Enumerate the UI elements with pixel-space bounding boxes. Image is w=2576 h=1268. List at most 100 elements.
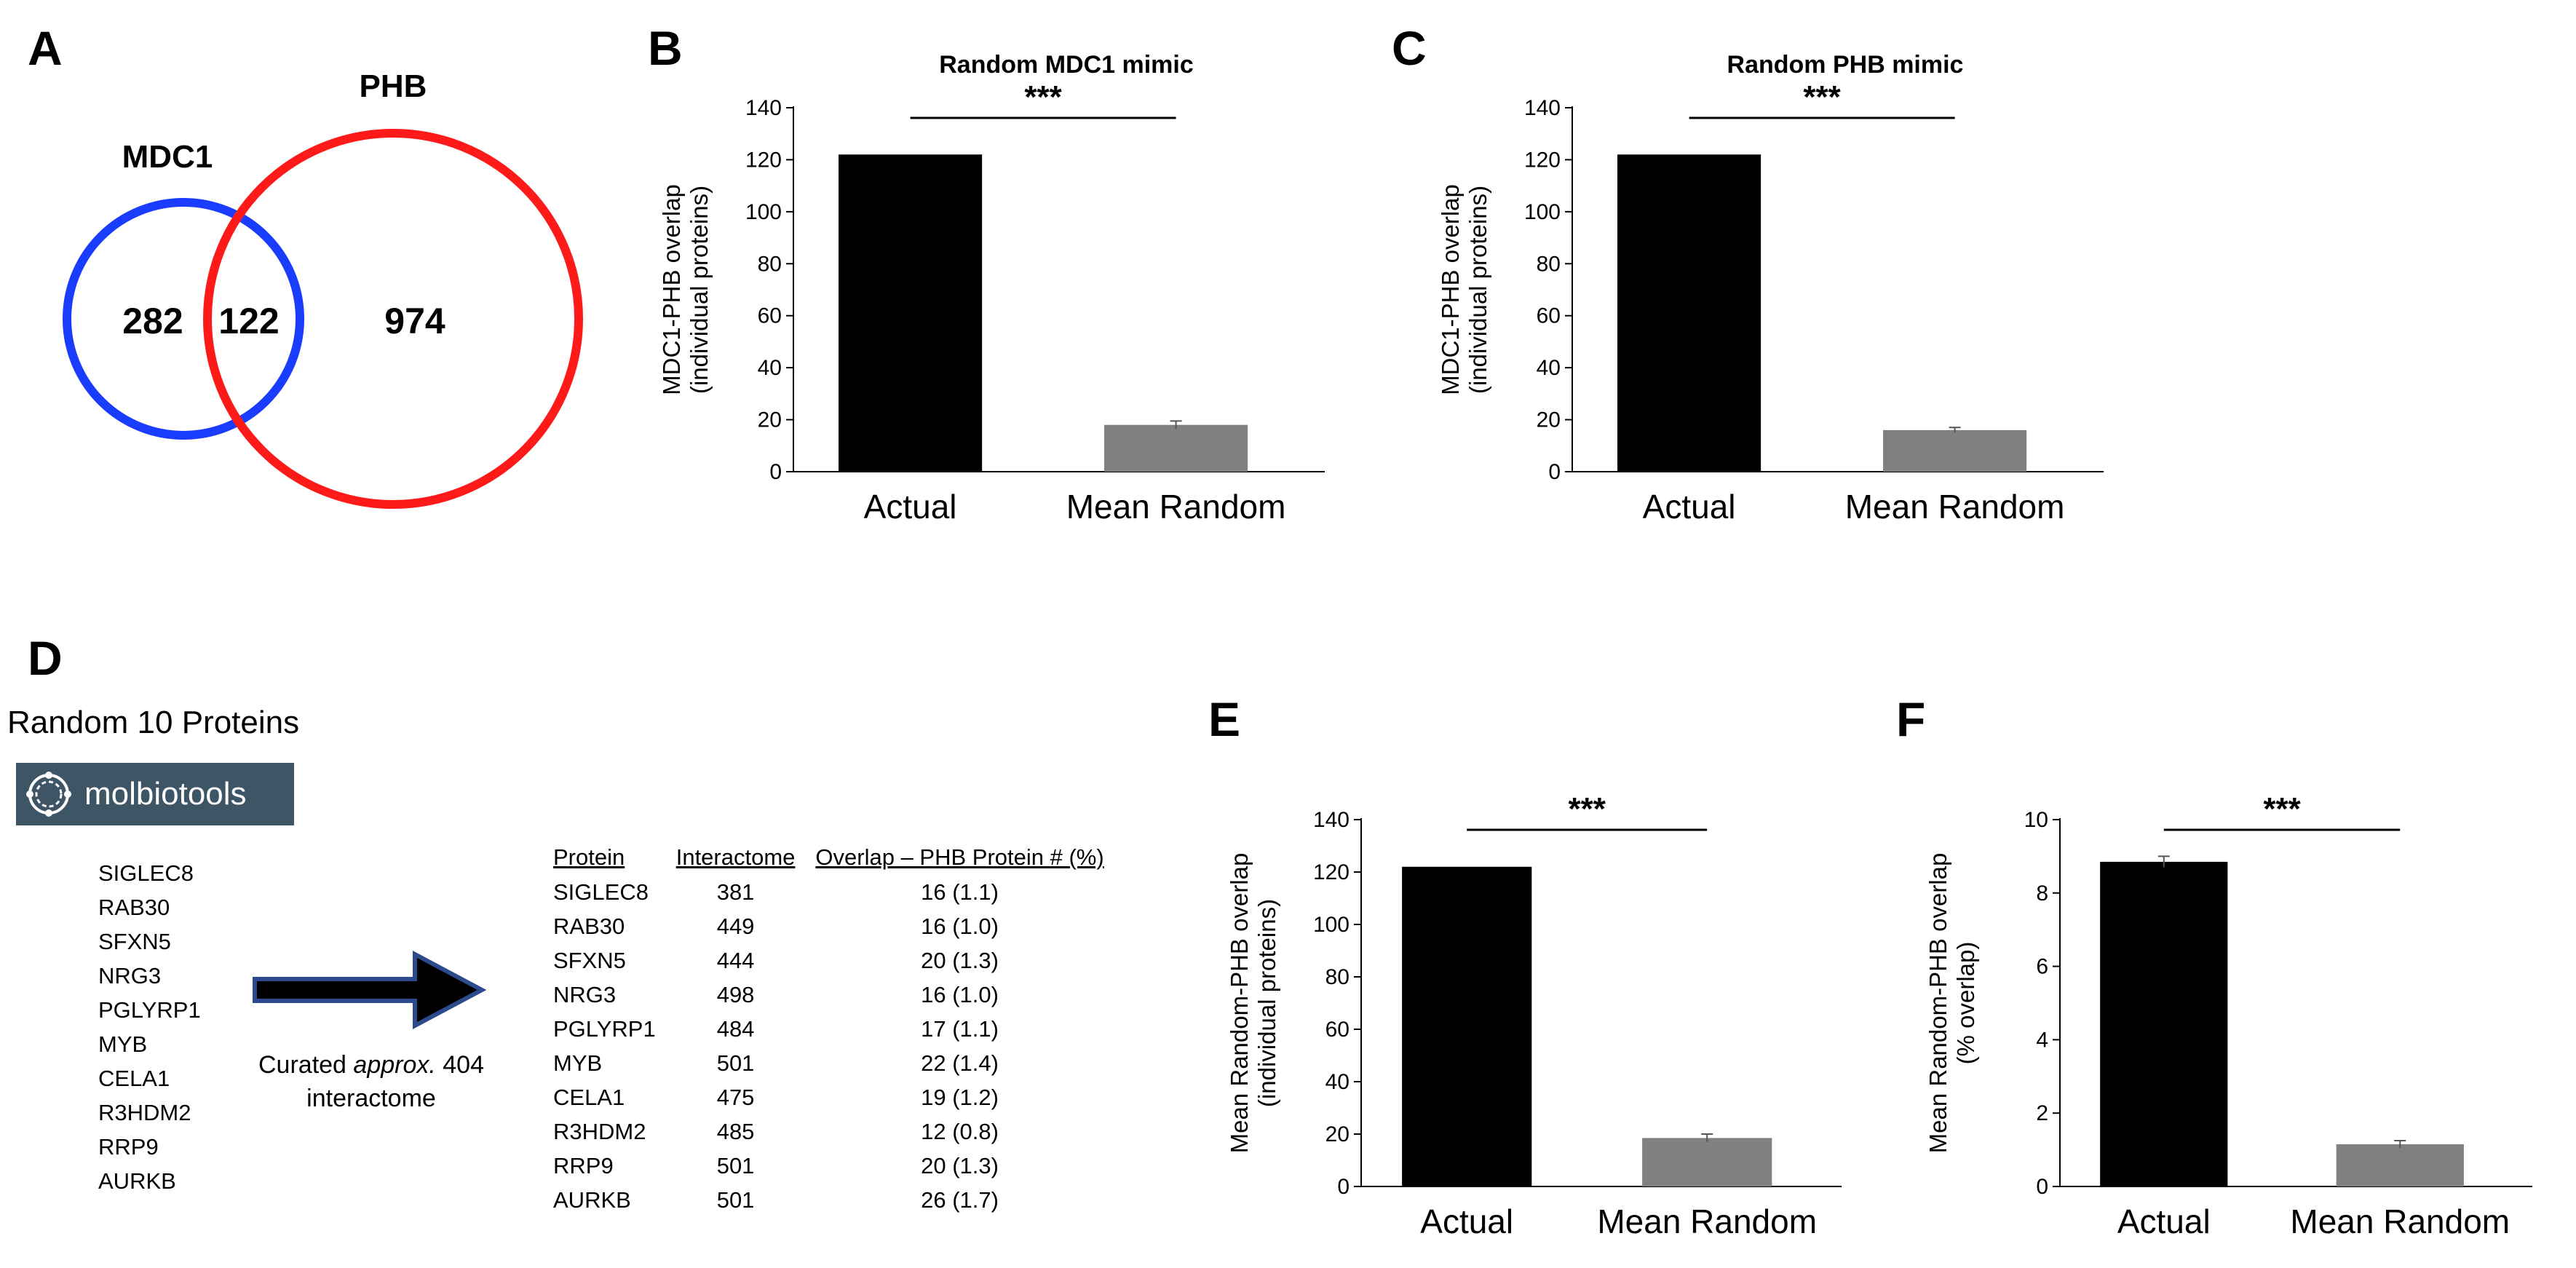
gene-list-item: CELA1 <box>98 1066 170 1091</box>
y-tick-label: 100 <box>1313 913 1350 937</box>
table-row: CELA1 475 19 (1.2) <box>553 1080 1125 1114</box>
table-cell-interactome: 498 <box>716 981 755 1007</box>
y-tick-label: 0 <box>769 460 782 484</box>
y-tick-label: 60 <box>758 304 782 328</box>
table-row: SFXN5 444 20 (1.3) <box>553 943 1125 978</box>
y-tick-label: 2 <box>2036 1101 2048 1125</box>
caption-post: 404 <box>435 1051 484 1079</box>
table-cell-protein: R3HDM2 <box>553 1118 646 1144</box>
table-header-interactome: Interactome <box>675 844 796 870</box>
caption-line2: interactome <box>306 1085 436 1112</box>
table-cell-protein: SFXN5 <box>553 947 626 973</box>
table-cell-interactome: 485 <box>716 1118 755 1144</box>
gene-list-item: RAB30 <box>98 895 170 920</box>
table-cell-overlap: 20 (1.3) <box>921 947 999 973</box>
bar-actual <box>1617 154 1761 472</box>
bar-mean-random <box>1642 1138 1772 1186</box>
table-row: R3HDM2 485 12 (0.8) <box>553 1114 1125 1149</box>
table-cell-overlap: 22 (1.4) <box>921 1050 999 1076</box>
table-row: MYB 501 22 (1.4) <box>553 1046 1125 1080</box>
table-cell-interactome: 501 <box>716 1050 755 1076</box>
x-tick-label: Actual <box>864 488 957 526</box>
bar-actual <box>2100 861 2228 1186</box>
table-cell-overlap: 12 (0.8) <box>921 1118 999 1144</box>
venn-circle-phb <box>203 129 583 509</box>
significance-stars: *** <box>1803 79 1841 115</box>
caption-em: approx. <box>353 1051 436 1079</box>
table-cell-protein: MYB <box>553 1050 603 1076</box>
bar-chart-e: 0 20 40 60 80 100 120 140 Mean Random-PHB overla… <box>1226 791 1842 1240</box>
y-tick-label: 120 <box>745 148 782 172</box>
y-tick-label: 80 <box>1537 252 1561 276</box>
x-tick-label: Mean Random <box>2290 1202 2510 1240</box>
bar-actual <box>839 154 983 472</box>
y-tick-label: 140 <box>1524 96 1561 120</box>
table-cell-overlap: 16 (1.1) <box>921 879 999 905</box>
random-proteins-title: Random 10 Proteins <box>7 705 300 740</box>
bar-chart-c: Random PHB mimic 0 20 40 60 80 100 120 140 MDC1-P… <box>1437 51 2104 526</box>
y-tick-label: 20 <box>758 408 782 432</box>
bar-actual <box>1402 866 1532 1186</box>
gene-list-item: SIGLEC8 <box>98 860 194 886</box>
table-row: AURKB 501 26 (1.7) <box>553 1183 1125 1217</box>
y-tick-label: 60 <box>1537 304 1561 328</box>
table-cell-protein: NRG3 <box>553 981 617 1007</box>
y-axis-label-line: Mean Random-PHB overlap <box>1925 853 1951 1154</box>
bar-chart-f: 0 2 4 6 8 10 Mean Random-PHB overlap (% overlap… <box>1925 791 2532 1240</box>
y-tick-label: 40 <box>1325 1070 1350 1094</box>
x-tick-label: Actual <box>1420 1202 1513 1240</box>
gene-list-item: SFXN5 <box>98 929 171 954</box>
random-gene-list: SIGLEC8 RAB30 SFXN5 NRG3 PGLYRP1 MYB CELA1 R3HD… <box>98 856 201 1198</box>
table-cell-overlap: 20 (1.3) <box>921 1152 999 1178</box>
panel-letter-f: F <box>1896 692 1926 746</box>
right-arrow-icon <box>253 951 487 1029</box>
y-axis-label-line: MDC1-PHB overlap <box>1437 184 1464 395</box>
panel-letter-a: A <box>28 21 63 75</box>
x-tick-label: Mean Random <box>1066 488 1286 526</box>
y-tick-label: 0 <box>1337 1175 1350 1199</box>
y-tick-label: 4 <box>2036 1028 2048 1052</box>
table-cell-protein: RRP9 <box>553 1152 614 1178</box>
table-row: SIGLEC8 381 16 (1.1) <box>553 875 1125 909</box>
table-row: PGLYRP1 484 17 (1.1) <box>553 1012 1125 1046</box>
table-cell-protein: RAB30 <box>553 913 625 939</box>
table-cell-protein: PGLYRP1 <box>553 1015 656 1042</box>
y-axis-label-line: (individual proteins) <box>686 186 713 394</box>
y-tick-label: 100 <box>1524 200 1561 224</box>
x-tick-label: Mean Random <box>1597 1202 1817 1240</box>
interactome-table: Protein Interactome Overlap – PHB Protei… <box>553 844 1125 1217</box>
significance-stars: *** <box>2263 791 2301 827</box>
venn-count-overlap: 122 <box>218 301 279 341</box>
y-axis-label-line: (individual proteins) <box>1253 899 1280 1107</box>
y-tick-label: 40 <box>758 356 782 380</box>
y-tick-label: 100 <box>745 200 782 224</box>
y-tick-label: 140 <box>745 96 782 120</box>
gene-list-item: R3HDM2 <box>98 1100 191 1125</box>
bar-mean-random <box>2336 1144 2464 1186</box>
y-axis-label-line: (% overlap) <box>1952 942 1979 1065</box>
significance-stars: *** <box>1024 79 1062 115</box>
table-cell-interactome: 444 <box>716 947 755 973</box>
molbiotools-label: molbiotools <box>84 776 247 812</box>
x-tick-label: Actual <box>1643 488 1736 526</box>
table-cell-interactome: 484 <box>716 1015 755 1042</box>
y-tick-label: 8 <box>2036 881 2048 906</box>
table-cell-interactome: 501 <box>716 1186 755 1213</box>
y-tick-label: 60 <box>1325 1018 1350 1042</box>
y-tick-label: 0 <box>1548 460 1561 484</box>
table-cell-protein: SIGLEC8 <box>553 879 649 905</box>
table-cell-protein: AURKB <box>553 1186 631 1213</box>
gene-list-item: PGLYRP1 <box>98 997 201 1023</box>
venn-label-phb: PHB <box>360 68 427 104</box>
gene-list-item: RRP9 <box>98 1134 159 1160</box>
y-tick-label: 80 <box>1325 965 1350 989</box>
y-axis-label-line: MDC1-PHB overlap <box>658 184 685 395</box>
y-tick-label: 40 <box>1537 356 1561 380</box>
venn-circle-mdc1 <box>63 198 304 440</box>
table-row: RAB30 449 16 (1.0) <box>553 909 1125 943</box>
table-row: RRP9 501 20 (1.3) <box>553 1149 1125 1183</box>
venn-count-phb-only: 974 <box>384 301 445 341</box>
x-tick-label: Actual <box>2117 1202 2211 1240</box>
panel-letter-b: B <box>648 21 683 75</box>
gene-list-item: MYB <box>98 1031 148 1057</box>
